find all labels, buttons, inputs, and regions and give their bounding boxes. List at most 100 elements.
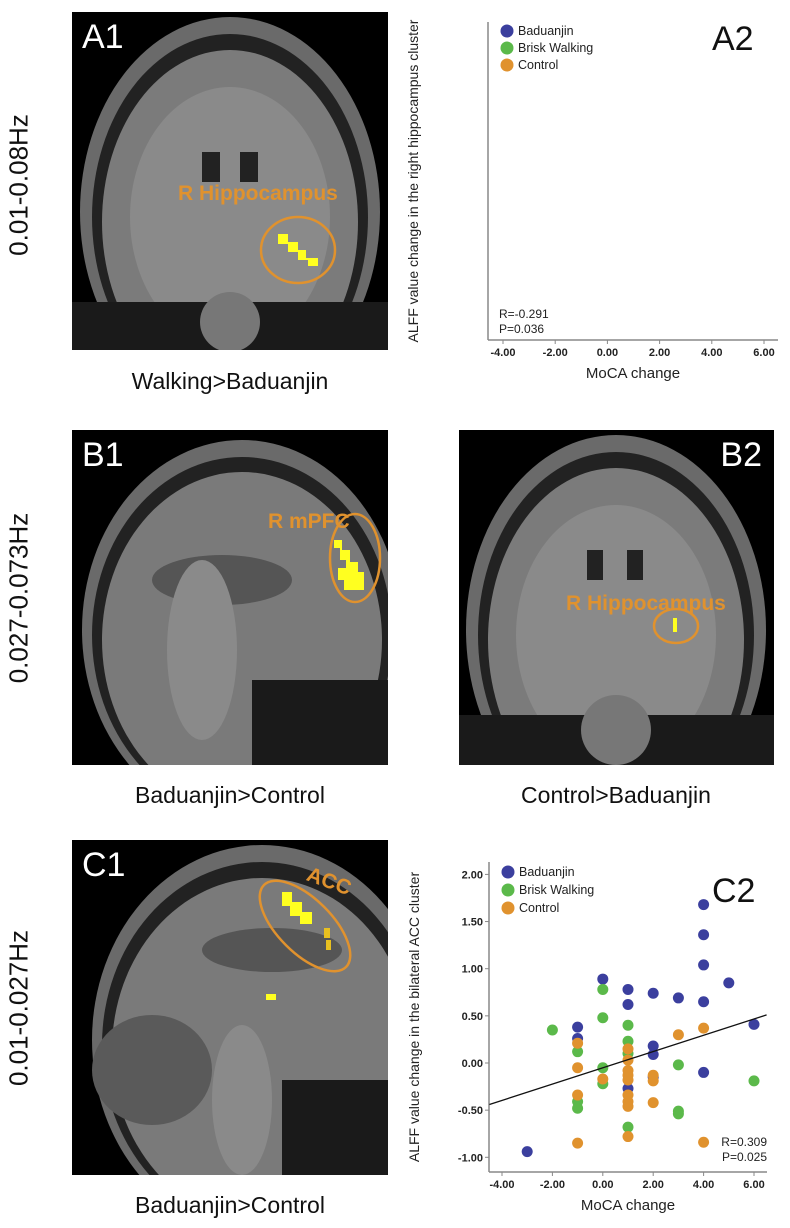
region-label: R mPFC (268, 510, 350, 533)
x-tick-label: 2.00 (642, 1179, 663, 1191)
data-point-control (572, 1062, 584, 1074)
data-point-baduanjin (622, 983, 634, 995)
data-point-baduanjin (698, 959, 710, 971)
data-point-brisk-walking (672, 1059, 684, 1071)
data-point-control (672, 1029, 684, 1041)
x-axis-label: MoCA change (586, 365, 680, 382)
x-tick-label: 6.00 (743, 1179, 764, 1191)
data-point-brisk-walking (748, 1075, 760, 1087)
y-tick-label: 0.00 (462, 1058, 483, 1070)
caption-a1: Walking>Baduanjin (131, 368, 329, 394)
row-label-frequency-band-1: 0.01-0.08Hz (3, 114, 34, 256)
region-circle (259, 215, 337, 285)
data-point-control (572, 1089, 584, 1101)
data-point-brisk-walking (622, 1035, 634, 1047)
x-tick-label: 4.00 (693, 1179, 714, 1191)
data-point-baduanjin (698, 899, 710, 911)
caption-b1: Baduanjin>Control (135, 782, 325, 808)
scatter-chart-a2: 0.500.250.00-0.25-0.50-0.75-4.00-2.000.0… (405, 19, 778, 382)
brain-image-a1: A1 R Hippocampus (72, 12, 388, 350)
data-point-baduanjin (748, 1018, 760, 1030)
y-axis-label: ALFF value change in the bilateral ACC c… (406, 872, 422, 1163)
legend-marker (501, 901, 515, 915)
x-tick-label: -4.00 (489, 1179, 514, 1191)
legend-label: Control (519, 901, 559, 915)
data-point-baduanjin (597, 973, 609, 985)
data-point-baduanjin (521, 1146, 533, 1158)
y-tick-label: 2.00 (462, 869, 483, 881)
legend-label: Brisk Walking (519, 883, 594, 897)
data-point-baduanjin (647, 1040, 659, 1052)
data-point-control (698, 1022, 710, 1034)
y-tick-label: 0.50 (462, 1011, 483, 1023)
data-point-control (647, 1075, 659, 1087)
activation-cluster (278, 234, 318, 266)
stat-text: P=0.025 (722, 1150, 767, 1164)
region-circle (652, 607, 700, 645)
legend-label: Brisk Walking (518, 41, 593, 55)
activation-cluster (673, 618, 677, 632)
data-point-baduanjin (672, 992, 684, 1004)
data-point-brisk-walking (622, 1121, 634, 1133)
data-point-baduanjin (698, 1066, 710, 1078)
legend-marker (501, 865, 515, 879)
region-circle (258, 879, 352, 973)
y-tick-label: -0.50 (458, 1105, 483, 1117)
data-point-control (622, 1131, 634, 1143)
data-point-baduanjin (698, 929, 710, 941)
x-axis-label: MoCA change (581, 1197, 675, 1214)
data-point-control (597, 1073, 609, 1085)
legend-label: Baduanjin (519, 865, 575, 879)
y-tick-label: 1.00 (462, 964, 483, 976)
panel-label: B2 (720, 436, 762, 474)
legend-marker (500, 58, 514, 72)
regression-line (489, 1014, 767, 1106)
data-point-control (622, 1100, 634, 1112)
stat-text: R=0.309 (721, 1135, 767, 1149)
region-circle (328, 512, 382, 604)
x-tick-label: 0.00 (592, 1179, 613, 1191)
data-point-brisk-walking (597, 1012, 609, 1024)
sagittal-mri-slice (92, 845, 388, 1175)
x-tick-label: 6.00 (753, 347, 774, 359)
data-point-brisk-walking (546, 1024, 558, 1036)
data-point-baduanjin (698, 996, 710, 1008)
stat-text: P=0.036 (499, 322, 544, 336)
legend-marker (501, 883, 515, 897)
x-tick-label: -2.00 (543, 347, 568, 359)
legend-marker (500, 24, 514, 38)
region-label: R Hippocampus (178, 182, 338, 205)
data-point-control (572, 1137, 584, 1149)
activation-cluster (282, 892, 312, 924)
legend-label: Control (518, 58, 558, 72)
row-label-frequency-band-2: 0.027-0.073Hz (3, 512, 34, 684)
data-point-brisk-walking (622, 1019, 634, 1031)
panel-label: C2 (712, 872, 755, 910)
legend-label: Baduanjin (518, 24, 574, 38)
brain-image-b1: B1 R mPFC (72, 430, 388, 765)
panel-label: A1 (82, 18, 124, 56)
x-tick-label: 0.00 (597, 347, 618, 359)
data-point-control (572, 1037, 584, 1049)
data-point-control (698, 1136, 710, 1148)
data-point-baduanjin (572, 1021, 584, 1033)
y-tick-label: 1.50 (462, 917, 483, 929)
data-point-baduanjin (647, 987, 659, 999)
region-label: R Hippocampus (566, 592, 726, 615)
coronal-mri-slice (459, 435, 774, 765)
legend-marker (500, 41, 514, 55)
panel-label: A2 (712, 20, 754, 58)
sagittal-mri-slice (82, 440, 388, 765)
data-point-brisk-walking (672, 1108, 684, 1120)
data-point-baduanjin (622, 999, 634, 1011)
caption-b2: Control>Baduanjin (521, 782, 711, 808)
y-tick-label: -1.00 (458, 1152, 483, 1164)
scatter-chart-c2: 2.00 1.50 1.00 0.50 0.00 -0.50 -1.00 -4.00 -2.00… (406, 862, 767, 1214)
data-point-brisk-walking (572, 1102, 584, 1114)
data-point-baduanjin (723, 977, 735, 989)
coronal-mri-slice (72, 17, 388, 350)
brain-image-c1: C1 ACC (72, 840, 388, 1175)
brain-image-b2: B2 R Hippocampus (459, 430, 774, 765)
x-tick-label: -4.00 (490, 347, 515, 359)
data-point-control (622, 1074, 634, 1086)
